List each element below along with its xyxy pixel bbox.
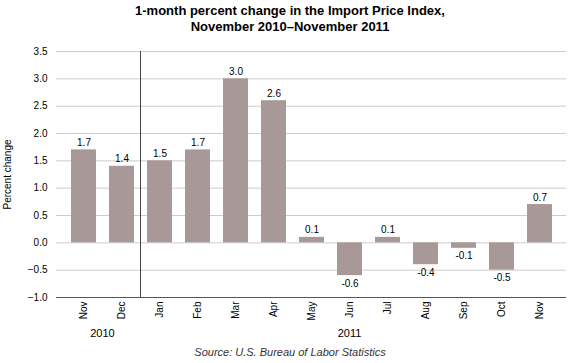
svg-text:Nov: Nov bbox=[78, 302, 89, 320]
svg-text:Oct: Oct bbox=[496, 301, 507, 317]
svg-text:−1.0: −1.0 bbox=[28, 292, 48, 303]
html-text:Source: U.S. Bureau of Labor S: Source: U.S. Bureau of Labor Statistics bbox=[194, 346, 386, 358]
svg-text:0.5: 0.5 bbox=[34, 210, 48, 221]
svg-text:3.5: 3.5 bbox=[34, 46, 48, 57]
svg-text:1.4: 1.4 bbox=[115, 153, 129, 164]
svg-text:0.1: 0.1 bbox=[305, 224, 319, 235]
svg-text:Nov: Nov bbox=[534, 302, 545, 320]
svg-text:Dec: Dec bbox=[116, 302, 127, 320]
svg-text:1.5: 1.5 bbox=[153, 148, 167, 159]
svg-text:1.5: 1.5 bbox=[34, 155, 48, 166]
svg-text:Jan: Jan bbox=[154, 302, 165, 318]
svg-text:Sep: Sep bbox=[458, 301, 469, 319]
svg-text:May: May bbox=[306, 302, 317, 321]
svg-text:0.7: 0.7 bbox=[533, 192, 547, 203]
svg-text:Mar: Mar bbox=[230, 301, 241, 319]
svg-text:2.6: 2.6 bbox=[267, 88, 281, 99]
svg-text:2.5: 2.5 bbox=[34, 100, 48, 111]
svg-text:Percent change: Percent change bbox=[2, 139, 13, 209]
svg-text:2011: 2011 bbox=[338, 327, 362, 339]
html-text:November 2010–November 2011: November 2010–November 2011 bbox=[190, 19, 390, 34]
svg-text:3.0: 3.0 bbox=[34, 73, 48, 84]
svg-text:1.7: 1.7 bbox=[191, 137, 205, 148]
svg-text:-0.5: -0.5 bbox=[493, 272, 511, 283]
svg-text:0.0: 0.0 bbox=[34, 237, 48, 248]
svg-text:Feb: Feb bbox=[192, 301, 203, 319]
svg-text:-0.6: -0.6 bbox=[341, 278, 359, 289]
svg-text:0.1: 0.1 bbox=[381, 224, 395, 235]
svg-text:Apr: Apr bbox=[268, 301, 279, 317]
svg-text:1.0: 1.0 bbox=[34, 182, 48, 193]
svg-text:Jul: Jul bbox=[382, 302, 393, 315]
svg-text:−0.5: −0.5 bbox=[28, 264, 48, 275]
svg-text:2010: 2010 bbox=[90, 327, 114, 339]
svg-text:3.0: 3.0 bbox=[229, 66, 243, 77]
html-text:1-month percent change in the: 1-month percent change in the Import Pri… bbox=[135, 3, 445, 18]
svg-text:-0.4: -0.4 bbox=[417, 267, 435, 278]
svg-text:-0.1: -0.1 bbox=[455, 250, 473, 261]
svg-text:2.0: 2.0 bbox=[34, 128, 48, 139]
svg-text:Aug: Aug bbox=[420, 302, 431, 320]
svg-text:1.7: 1.7 bbox=[77, 137, 91, 148]
svg-text:Jun: Jun bbox=[344, 302, 355, 318]
